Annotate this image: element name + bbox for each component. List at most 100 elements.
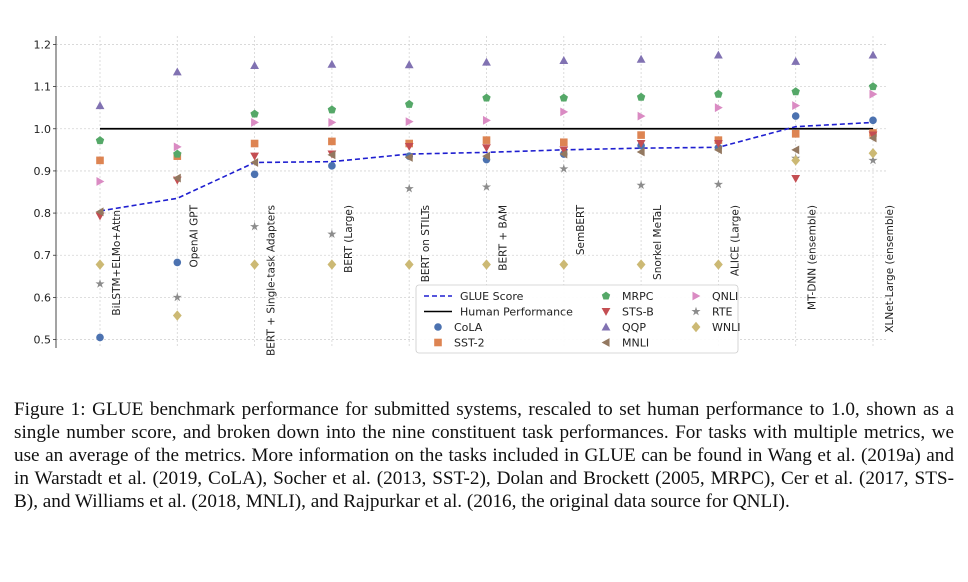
data-point-cola (173, 258, 182, 267)
data-point-mrpc (405, 99, 414, 108)
data-point-qnli (482, 115, 491, 125)
y-tick-label: 0.9 (34, 165, 52, 178)
data-point-sts-b (714, 139, 723, 148)
data-point-qnli (637, 111, 646, 121)
data-point-sst-2 (250, 139, 259, 148)
data-point-rte (250, 221, 260, 231)
data-point-sst-2 (637, 131, 645, 139)
data-point-qqp (404, 60, 414, 69)
y-tick-label: 0.6 (34, 291, 52, 304)
legend-label: Human Performance (460, 306, 573, 319)
data-point-mrpc (482, 93, 491, 102)
data-point-sst-2 (96, 156, 104, 165)
category-label: BERT + Single-task Adapters (266, 205, 278, 356)
data-point-rte (559, 164, 569, 173)
data-point-qnli (714, 103, 723, 113)
legend-box (415, 284, 739, 354)
data-point-mnli (559, 149, 568, 159)
data-point-sts-b (791, 174, 801, 183)
category-label: SemBERT (575, 204, 587, 255)
series-sts-b (95, 131, 878, 221)
series-rte (95, 153, 878, 302)
data-point-qqp (791, 56, 801, 65)
glue-performance-chart: 0.5 0.6 0.7 0.8 0.9 1.0 1.1 1.2 BiLSTM+ELMo+Att… (34, 36, 896, 356)
y-tick-label: 0.5 (34, 334, 52, 347)
category-label: ALICE (Large) (729, 205, 741, 276)
data-point-mrpc (327, 105, 337, 114)
legend-swatch (601, 322, 611, 331)
data-point-qnli (96, 177, 105, 186)
data-point-qqp (172, 67, 182, 76)
legend-label: SST-2 (454, 337, 485, 350)
data-point-rte (404, 183, 414, 193)
category-label: XLNet-Large (ensemble) (884, 205, 896, 333)
legend-label: RTE (712, 306, 733, 319)
data-point-cola (328, 162, 336, 170)
data-point-sts-b (482, 144, 491, 153)
data-point-rte (95, 279, 105, 288)
legend-swatch (434, 323, 442, 331)
task-markers (95, 50, 878, 342)
legend-label: QQP (622, 321, 646, 334)
legend-label: WNLI (712, 321, 740, 334)
legend-swatch (601, 291, 611, 300)
category-label: OpenAI GPT (188, 204, 200, 267)
data-point-wnli (404, 259, 414, 270)
data-point-sst-2 (560, 138, 568, 147)
data-point-qnli (560, 107, 569, 117)
data-point-rte (327, 229, 337, 239)
legend-label: MNLI (622, 337, 649, 350)
data-point-wnli (714, 259, 723, 270)
data-point-mnli (868, 133, 877, 143)
data-point-qnli (173, 142, 182, 152)
y-tick-label: 1.2 (34, 38, 52, 51)
data-point-mnli (636, 147, 645, 157)
data-point-rte (868, 155, 878, 165)
data-point-qqp (868, 50, 878, 59)
data-point-mrpc (250, 109, 259, 118)
category-label: BERT (Large) (343, 205, 355, 273)
legend-label: GLUE Score (460, 290, 524, 303)
data-point-mnli (95, 207, 104, 217)
series-qnli (96, 89, 878, 186)
data-point-mnli (791, 145, 800, 155)
data-point-sts-b (636, 139, 646, 148)
data-point-cola (250, 170, 259, 179)
data-point-mrpc (559, 93, 568, 102)
category-label: BERT on STILTs (420, 205, 432, 282)
data-point-rte (713, 179, 723, 189)
data-point-qqp (559, 56, 569, 64)
data-point-mnli (172, 173, 181, 183)
data-point-sst-2 (791, 130, 800, 138)
data-point-wnli (868, 148, 878, 159)
data-point-qnli (869, 89, 878, 99)
data-point-rte (481, 182, 492, 191)
data-point-sts-b (404, 142, 414, 151)
data-point-mrpc (791, 87, 800, 96)
data-point-qnli (792, 101, 801, 110)
series-wnli (95, 148, 878, 321)
data-point-sst-2 (328, 137, 336, 146)
y-tick-label: 1.0 (34, 123, 52, 136)
data-point-mrpc (636, 92, 646, 101)
category-label: BiLSTM+ELMo+Attn (111, 210, 123, 316)
legend-swatch (601, 307, 611, 316)
glue-score-line (99, 121, 874, 212)
data-point-mnli (404, 153, 413, 162)
data-point-qqp (636, 54, 646, 63)
data-point-wnli (172, 310, 182, 321)
category-label: MT-DNN (ensemble) (807, 205, 819, 310)
series-qqp (95, 50, 878, 110)
data-point-qnli (251, 118, 259, 127)
data-point-qnli (328, 118, 337, 127)
series-mnli (95, 133, 877, 217)
data-point-wnli (791, 155, 801, 166)
legend-label: MRPC (622, 290, 654, 303)
legend-label: STS-B (622, 306, 654, 319)
data-point-wnli (559, 259, 569, 270)
category-labels: BiLSTM+ELMo+Attn OpenAI GPT BERT + Single-… (111, 204, 896, 355)
data-point-mnli (250, 158, 259, 167)
legend: GLUE Score Human Performance CoLA SST-2 MRPC… (415, 284, 740, 354)
y-tick-label: 0.8 (34, 207, 52, 220)
data-point-mrpc (95, 136, 105, 145)
